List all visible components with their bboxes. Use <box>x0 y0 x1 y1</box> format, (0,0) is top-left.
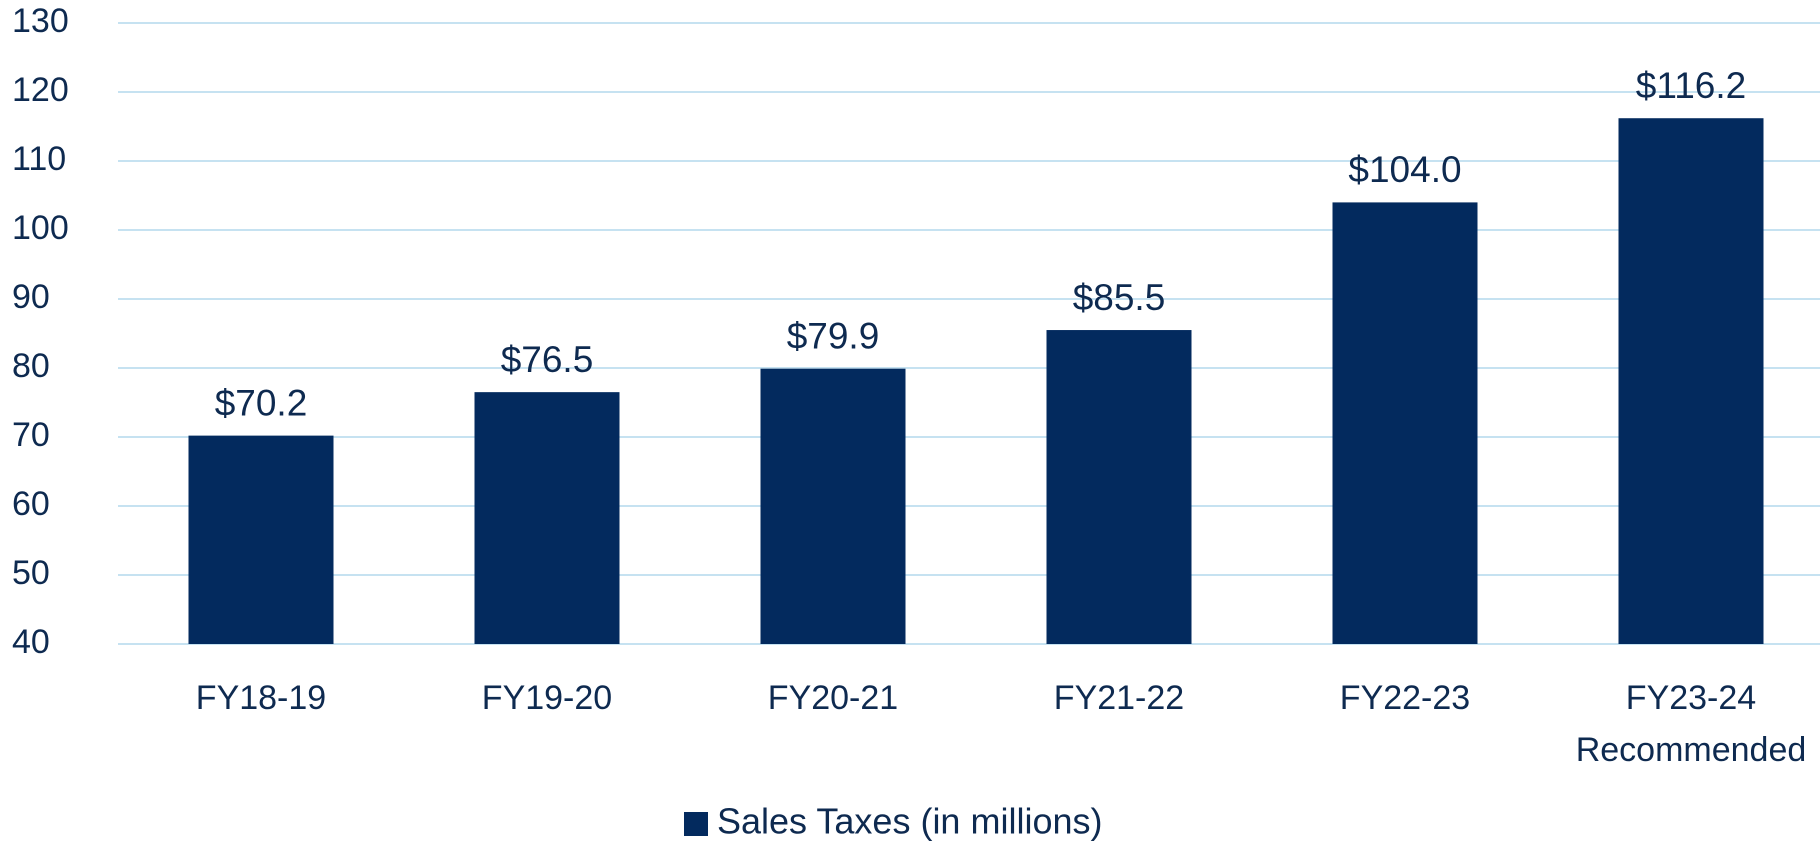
y-tick-label: 80 <box>12 347 50 385</box>
x-tick-label: FY18-19 <box>196 679 326 717</box>
y-tick-label: 110 <box>12 140 66 178</box>
x-tick-label: FY23-24 Recommended <box>1576 679 1807 769</box>
y-tick-label: 40 <box>12 623 50 661</box>
x-tick-line: FY23-24 <box>1626 679 1756 717</box>
x-tick-line: FY18-19 <box>196 679 326 717</box>
data-label: $79.9 <box>787 315 880 356</box>
x-tick-line: FY22-23 <box>1340 679 1470 717</box>
x-tick-line: FY19-20 <box>482 679 612 717</box>
x-tick-line: FY20-21 <box>768 679 898 717</box>
y-tick-label: 120 <box>12 71 69 109</box>
data-label: $76.5 <box>501 339 594 380</box>
x-tick-label: FY20-21 <box>768 679 898 717</box>
y-tick-label: 90 <box>12 278 50 316</box>
x-tick-line: FY21-22 <box>1054 679 1184 717</box>
bar <box>760 368 906 644</box>
y-tick-label: 60 <box>12 485 50 523</box>
data-label: $85.5 <box>1073 277 1166 318</box>
bar <box>188 435 334 644</box>
legend-swatch <box>684 812 708 836</box>
x-tick-label: FY21-22 <box>1054 679 1184 717</box>
bar <box>1618 118 1764 645</box>
y-tick-label: 100 <box>12 209 69 247</box>
data-label: $116.2 <box>1636 65 1746 106</box>
y-tick-label: 70 <box>12 416 50 454</box>
legend-label: Sales Taxes (in millions) <box>717 801 1102 842</box>
y-tick-label: 50 <box>12 554 50 592</box>
x-tick-label: FY19-20 <box>482 679 612 717</box>
y-tick-label: 130 <box>12 2 69 40</box>
x-tick-label: FY22-23 <box>1340 679 1470 717</box>
bar <box>1332 202 1478 644</box>
bar <box>1046 330 1192 644</box>
x-tick-line: Recommended <box>1576 731 1807 769</box>
data-label: $70.2 <box>215 382 308 423</box>
bar <box>474 392 620 644</box>
data-label: $104.0 <box>1348 149 1461 190</box>
